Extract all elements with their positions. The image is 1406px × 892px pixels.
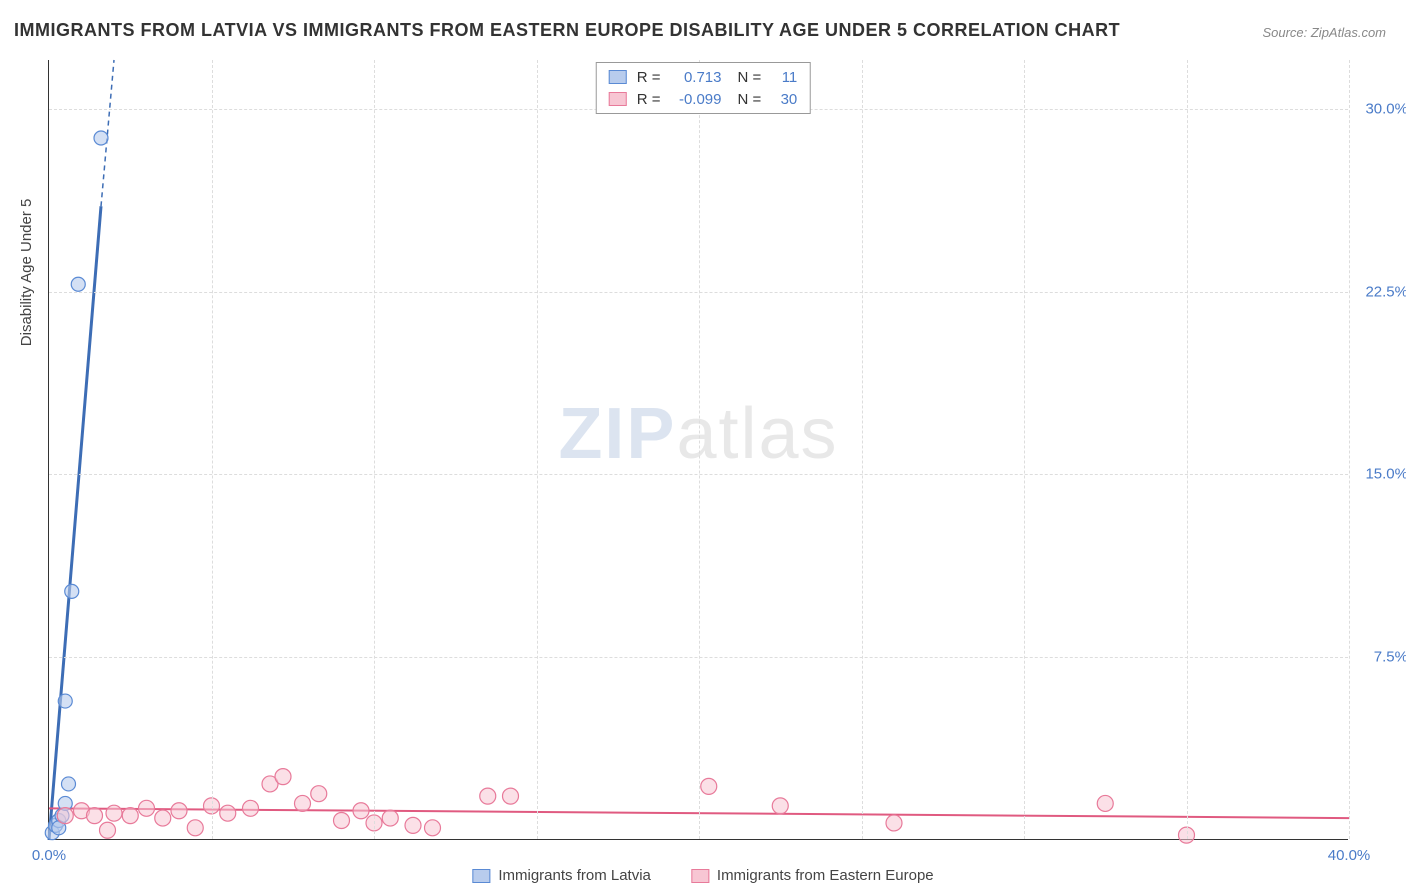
gridline-v	[212, 60, 213, 839]
gridline-v	[537, 60, 538, 839]
legend-top-row: R = -0.099 N = 30	[609, 88, 798, 110]
y-axis-title: Disability Age Under 5	[18, 199, 35, 347]
plot-area: ZIPatlas 7.5%15.0%22.5%30.0%0.0%40.0%	[48, 60, 1348, 840]
legend-swatch	[691, 869, 709, 883]
legend-r-value: -0.099	[667, 91, 722, 108]
x-tick-label: 40.0%	[1328, 847, 1371, 864]
legend-swatch	[609, 70, 627, 84]
gridline-v	[699, 60, 700, 839]
y-tick-label: 7.5%	[1353, 649, 1406, 666]
gridline-v	[1349, 60, 1350, 839]
legend-n-label: N =	[738, 91, 762, 108]
legend-r-label: R =	[637, 69, 661, 86]
legend-n-label: N =	[738, 69, 762, 86]
gridline-v	[862, 60, 863, 839]
y-tick-label: 30.0%	[1353, 100, 1406, 117]
source-attribution: Source: ZipAtlas.com	[1262, 25, 1386, 40]
legend-bottom: Immigrants from Latvia Immigrants from Ea…	[472, 867, 933, 884]
gridline-v	[1187, 60, 1188, 839]
legend-r-value: 0.713	[667, 69, 722, 86]
gridline-v	[374, 60, 375, 839]
chart-title: IMMIGRANTS FROM LATVIA VS IMMIGRANTS FRO…	[14, 20, 1120, 41]
y-tick-label: 22.5%	[1353, 283, 1406, 300]
legend-swatch	[472, 869, 490, 883]
legend-series-label: Immigrants from Latvia	[498, 867, 651, 884]
legend-bottom-item: Immigrants from Eastern Europe	[691, 867, 934, 884]
legend-series-label: Immigrants from Eastern Europe	[717, 867, 934, 884]
y-tick-label: 15.0%	[1353, 466, 1406, 483]
legend-swatch	[609, 92, 627, 106]
legend-r-label: R =	[637, 91, 661, 108]
legend-n-value: 30	[767, 91, 797, 108]
legend-top-row: R = 0.713 N = 11	[609, 66, 798, 88]
legend-top: R = 0.713 N = 11 R = -0.099 N = 30	[596, 62, 811, 114]
legend-n-value: 11	[767, 69, 797, 86]
x-tick-label: 0.0%	[32, 847, 66, 864]
gridline-v	[1024, 60, 1025, 839]
legend-bottom-item: Immigrants from Latvia	[472, 867, 651, 884]
